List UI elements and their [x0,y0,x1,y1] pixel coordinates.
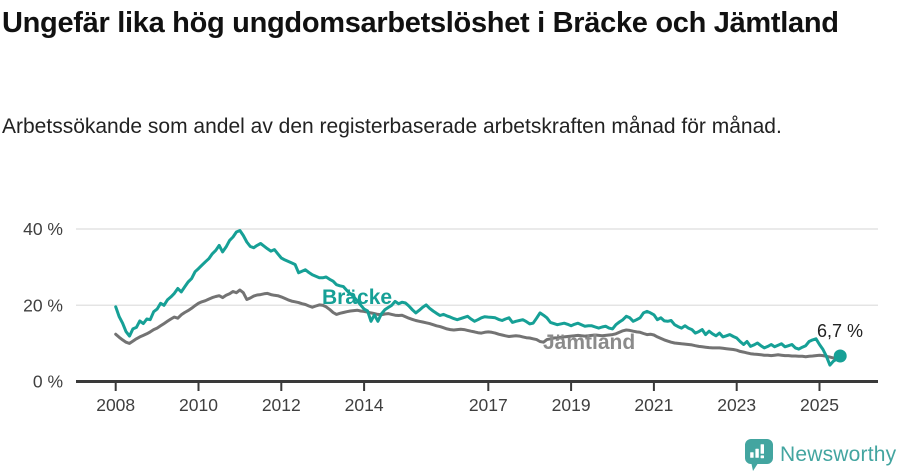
y-axis-tick-label: 40 % [23,219,63,239]
exclamation-bar [760,444,764,454]
x-axis-tick-label: 2021 [634,395,673,415]
series-line-jmtland [114,288,842,360]
chart-title: Ungefär lika hög ungdomsarbetslöshet i B… [2,7,839,39]
bar-medium [755,448,759,458]
x-axis-tick-label: 2019 [552,395,591,415]
speech-bubble-shape [745,439,773,471]
chart-subtitle: Arbetssökande som andel av den registerb… [2,115,782,138]
series-line-brcke [114,229,842,367]
x-axis-tick-label: 2025 [800,395,839,415]
chart-header: Ungefär lika hög ungdomsarbetslöshet i B… [2,4,862,42]
end-value-annotation: 6,7 % [817,321,864,341]
newsworthy-logo-icon [745,439,773,471]
x-axis-tick-label: 2023 [717,395,756,415]
brand-name: Newsworthy [780,443,897,466]
series-label-jamtland: Jämtland [543,331,636,354]
x-axis-tick-label: 2010 [179,395,218,415]
exclamation-dot [760,455,764,459]
y-axis-tick-label: 0 % [33,372,63,392]
series-label-bracke: Bräcke [322,286,393,309]
x-axis-tick-label: 2014 [345,395,384,415]
x-axis-tick-label: 2008 [96,395,135,415]
end-point-dot [833,349,847,363]
bar-small [750,452,754,458]
x-axis-tick-label: 2017 [469,395,508,415]
x-axis-tick-label: 2012 [262,395,301,415]
y-axis-tick-label: 20 % [23,295,63,315]
newsworthy-brand: Newsworthy [744,438,896,472]
